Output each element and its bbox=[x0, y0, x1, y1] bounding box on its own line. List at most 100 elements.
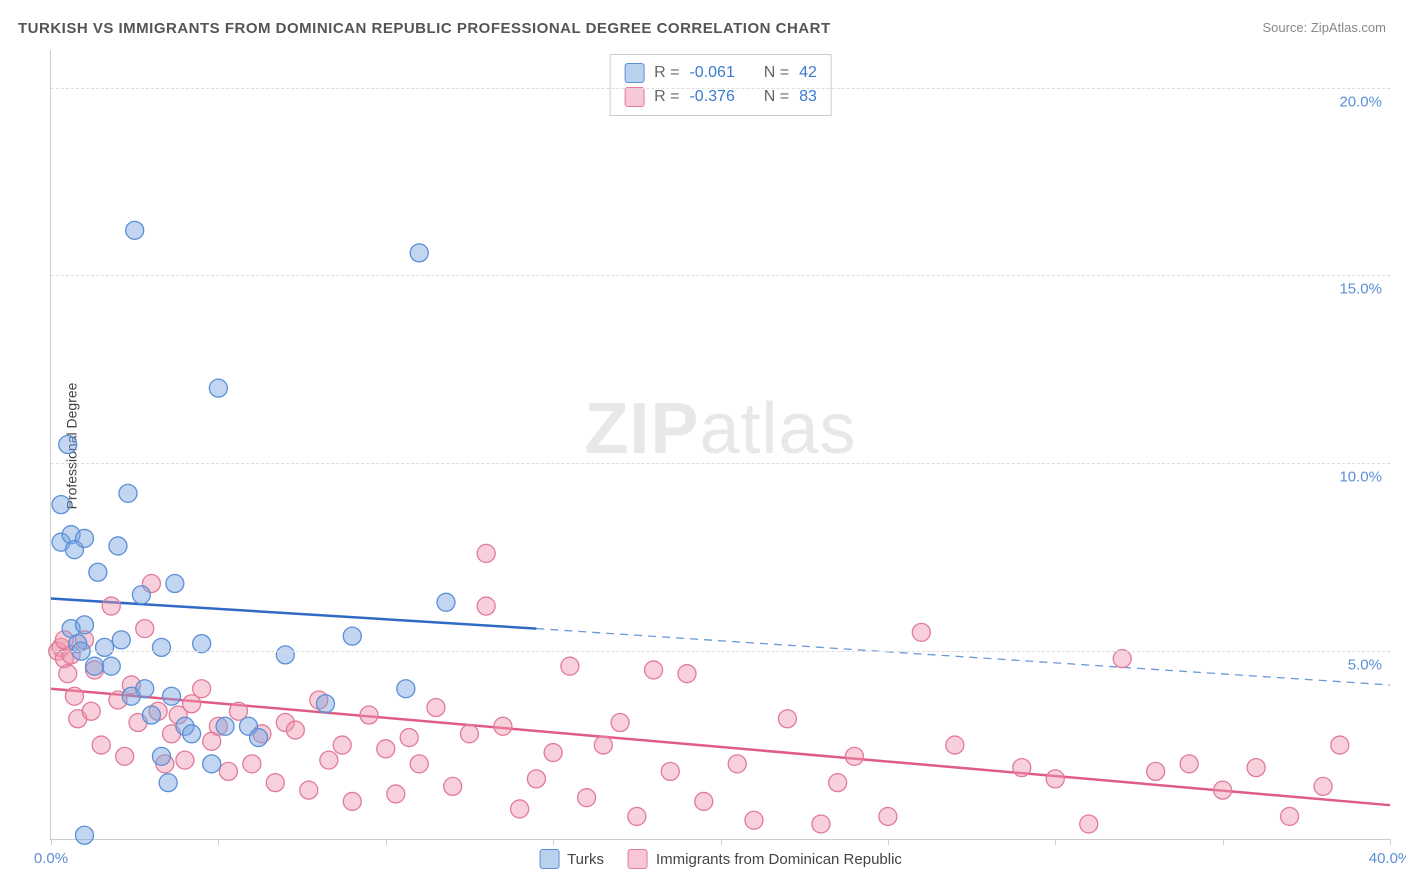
point-dominican bbox=[410, 755, 428, 773]
legend-item-dominican: Immigrants from Dominican Republic bbox=[628, 849, 902, 869]
point-dominican bbox=[728, 755, 746, 773]
point-turks bbox=[152, 747, 170, 765]
x-tick bbox=[51, 839, 52, 845]
chart-plot-area: ZIPatlas R = -0.061 N = 42 R = -0.376 N … bbox=[50, 50, 1390, 840]
x-tick bbox=[1055, 839, 1056, 845]
point-turks bbox=[52, 496, 70, 514]
point-turks bbox=[119, 484, 137, 502]
point-dominican bbox=[193, 680, 211, 698]
chart-title: TURKISH VS IMMIGRANTS FROM DOMINICAN REP… bbox=[18, 20, 831, 37]
point-dominican bbox=[343, 792, 361, 810]
point-dominican bbox=[594, 736, 612, 754]
point-dominican bbox=[333, 736, 351, 754]
gridline bbox=[51, 463, 1390, 464]
point-dominican bbox=[1281, 807, 1299, 825]
point-dominican bbox=[377, 740, 395, 758]
point-turks bbox=[276, 646, 294, 664]
gridline bbox=[51, 651, 1390, 652]
point-turks bbox=[89, 563, 107, 581]
point-dominican bbox=[427, 699, 445, 717]
swatch-pink-icon bbox=[628, 849, 648, 869]
point-dominican bbox=[511, 800, 529, 818]
point-turks bbox=[193, 635, 211, 653]
source-link[interactable]: ZipAtlas.com bbox=[1311, 20, 1386, 35]
point-dominican bbox=[812, 815, 830, 833]
point-turks bbox=[142, 706, 160, 724]
point-dominican bbox=[845, 747, 863, 765]
point-turks bbox=[163, 687, 181, 705]
point-dominican bbox=[1147, 762, 1165, 780]
y-tick-label: 5.0% bbox=[1348, 657, 1382, 674]
scatter-svg bbox=[51, 50, 1390, 839]
point-dominican bbox=[176, 751, 194, 769]
point-turks bbox=[397, 680, 415, 698]
gridline bbox=[51, 275, 1390, 276]
series-legend: Turks Immigrants from Dominican Republic bbox=[539, 849, 902, 869]
point-dominican bbox=[1046, 770, 1064, 788]
point-turks bbox=[75, 616, 93, 634]
point-dominican bbox=[444, 777, 462, 795]
point-dominican bbox=[1013, 759, 1031, 777]
point-dominican bbox=[778, 710, 796, 728]
point-turks bbox=[250, 729, 268, 747]
point-dominican bbox=[136, 620, 154, 638]
point-turks bbox=[159, 774, 177, 792]
point-dominican bbox=[1314, 777, 1332, 795]
point-turks bbox=[112, 631, 130, 649]
point-dominican bbox=[59, 665, 77, 683]
point-dominican bbox=[695, 792, 713, 810]
point-turks bbox=[183, 725, 201, 743]
point-turks bbox=[316, 695, 334, 713]
point-dominican bbox=[544, 744, 562, 762]
point-dominican bbox=[561, 657, 579, 675]
x-tick bbox=[553, 839, 554, 845]
point-turks bbox=[152, 638, 170, 656]
swatch-blue-icon bbox=[539, 849, 559, 869]
point-dominican bbox=[92, 736, 110, 754]
point-turks bbox=[75, 529, 93, 547]
point-dominican bbox=[1080, 815, 1098, 833]
point-dominican bbox=[286, 721, 304, 739]
x-tick bbox=[721, 839, 722, 845]
point-dominican bbox=[387, 785, 405, 803]
x-tick-label: 0.0% bbox=[34, 850, 68, 867]
point-dominican bbox=[494, 717, 512, 735]
y-tick-label: 10.0% bbox=[1339, 469, 1382, 486]
point-turks bbox=[166, 575, 184, 593]
point-dominican bbox=[661, 762, 679, 780]
point-dominican bbox=[1331, 736, 1349, 754]
legend-label: Immigrants from Dominican Republic bbox=[656, 851, 902, 868]
point-dominican bbox=[400, 729, 418, 747]
point-dominican bbox=[1247, 759, 1265, 777]
point-turks bbox=[410, 244, 428, 262]
point-dominican bbox=[611, 714, 629, 732]
point-dominican bbox=[645, 661, 663, 679]
point-dominican bbox=[300, 781, 318, 799]
point-dominican bbox=[829, 774, 847, 792]
x-tick bbox=[386, 839, 387, 845]
point-dominican bbox=[65, 687, 83, 705]
point-turks bbox=[216, 717, 234, 735]
y-tick-label: 15.0% bbox=[1339, 281, 1382, 298]
point-dominican bbox=[102, 597, 120, 615]
point-turks bbox=[132, 586, 150, 604]
point-turks bbox=[102, 657, 120, 675]
point-dominican bbox=[82, 702, 100, 720]
point-dominican bbox=[879, 807, 897, 825]
point-dominican bbox=[1113, 650, 1131, 668]
point-dominican bbox=[628, 807, 646, 825]
point-turks bbox=[96, 638, 114, 656]
point-dominican bbox=[116, 747, 134, 765]
point-dominican bbox=[219, 762, 237, 780]
point-dominican bbox=[1214, 781, 1232, 799]
gridline bbox=[51, 88, 1390, 89]
point-dominican bbox=[578, 789, 596, 807]
point-dominican bbox=[912, 623, 930, 641]
point-turks bbox=[136, 680, 154, 698]
point-dominican bbox=[243, 755, 261, 773]
point-turks bbox=[126, 221, 144, 239]
point-dominican bbox=[477, 544, 495, 562]
point-dominican bbox=[320, 751, 338, 769]
x-tick bbox=[1223, 839, 1224, 845]
legend-item-turks: Turks bbox=[539, 849, 604, 869]
